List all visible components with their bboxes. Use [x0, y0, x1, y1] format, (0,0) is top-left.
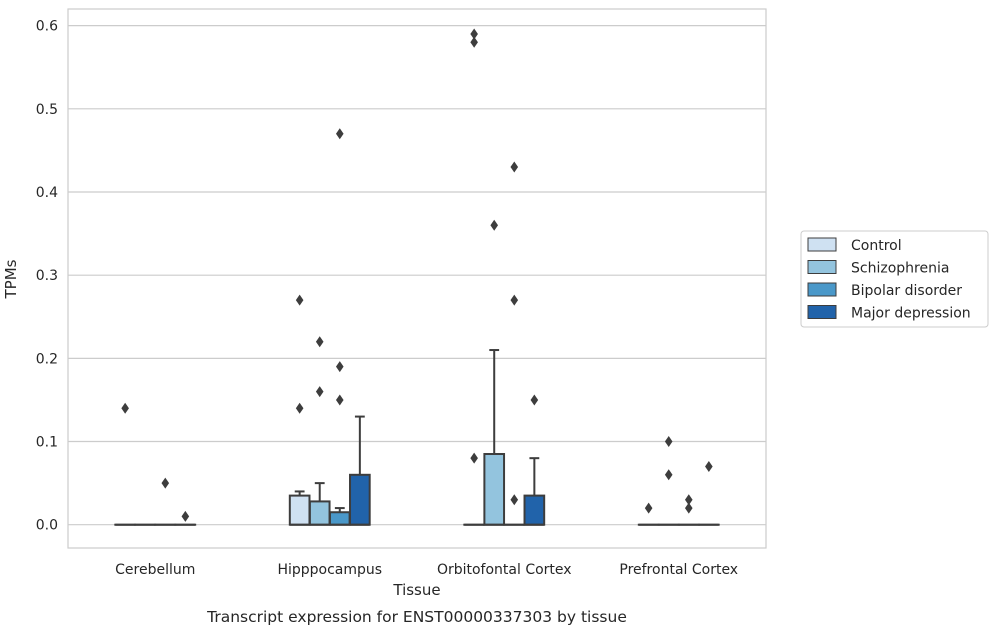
y-tick-label: 0.0 [36, 518, 58, 534]
legend-label: Major depression [851, 306, 971, 322]
x-axis-label: Tissue [392, 581, 440, 599]
legend: Control Schizophrenia Bipolar disorder Majo… [800, 230, 989, 328]
legend-swatch [807, 237, 837, 252]
x-tick-label: Hipppocampus [277, 562, 382, 578]
legend-swatch [807, 305, 837, 319]
gridlines [68, 25, 766, 526]
box [483, 453, 506, 526]
box-group [483, 219, 506, 526]
outlier-point [161, 477, 170, 489]
outlier-point [664, 436, 673, 448]
outlier-point [684, 494, 693, 506]
outlier-point [530, 394, 539, 406]
box-group [637, 502, 660, 526]
legend-item: Control [807, 237, 902, 254]
chart-caption: Transcript expression for ENST0000033730… [206, 608, 627, 626]
legend-swatch [807, 260, 837, 274]
legend-frame [800, 230, 989, 328]
box-group [523, 394, 546, 526]
boxes [114, 28, 720, 526]
outlier-point [510, 161, 519, 173]
box-group [349, 415, 371, 526]
outlier-point [470, 452, 478, 464]
legend-label: Schizophrenia [851, 261, 949, 277]
plot-area [67, 8, 767, 549]
outlier-point [684, 502, 693, 514]
legend-item: Major depression [807, 305, 971, 322]
box-group [288, 294, 311, 526]
outlier-point [470, 36, 478, 48]
y-tick-label: 0.6 [36, 19, 58, 35]
x-tick-labels: Cerebellum Hipppocampus Orbitofontal Corte… [115, 562, 738, 578]
box [328, 511, 351, 526]
box-group [698, 460, 720, 526]
outlier-point [510, 294, 519, 306]
box-group [174, 510, 197, 526]
legend-item: Schizophrenia [807, 260, 949, 277]
outlier-point [181, 510, 190, 522]
box-group [308, 336, 331, 526]
y-tick-label: 0.1 [36, 435, 58, 451]
x-tick-label: Prefrontal Cortex [619, 562, 738, 578]
outlier-point [295, 402, 304, 414]
outlier-point [644, 502, 653, 514]
box [523, 494, 546, 526]
legend-label: Control [851, 238, 902, 254]
box [308, 500, 331, 526]
outlier-point [705, 460, 713, 472]
legend-label: Bipolar disorder [851, 283, 962, 299]
legend-item: Bipolar disorder [807, 282, 962, 299]
box-group [503, 161, 526, 526]
outlier-point [490, 219, 499, 231]
outlier-point [335, 394, 344, 406]
box-group [677, 494, 700, 526]
y-tick-label: 0.3 [36, 268, 58, 284]
legend-swatch [807, 282, 837, 297]
outlier-point [315, 336, 324, 348]
outlier-point [295, 294, 304, 306]
y-tick-label: 0.4 [36, 185, 58, 201]
outlier-point [335, 361, 344, 373]
y-tick-label: 0.2 [36, 351, 58, 367]
y-axis-label: TPMs [2, 259, 20, 299]
y-tick-label: 0.5 [36, 102, 58, 118]
outlier-point [664, 469, 673, 481]
x-tick-label: Orbitofontal Cortex [437, 562, 572, 578]
y-tick-labels: 0.0 0.1 0.2 0.3 0.4 0.5 0.6 [36, 19, 58, 534]
outlier-point [315, 386, 324, 398]
outlier-point [470, 28, 478, 40]
outlier-point [510, 494, 519, 506]
outlier-point [335, 128, 344, 140]
x-tick-label: Cerebellum [115, 562, 195, 578]
outlier-point [121, 402, 129, 414]
box [288, 494, 311, 526]
box [349, 473, 371, 526]
